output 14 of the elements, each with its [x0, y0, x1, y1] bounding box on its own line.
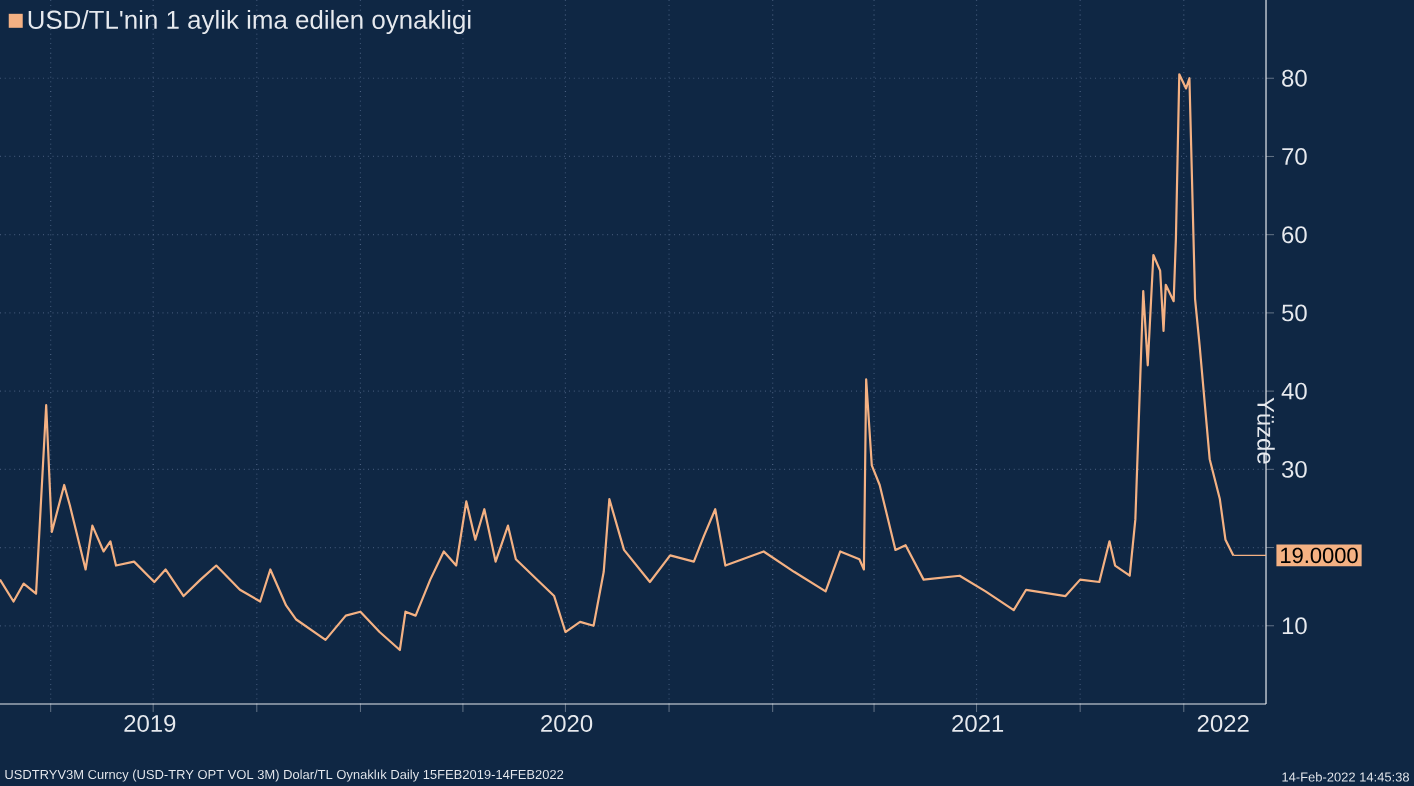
- y-tick-label: 10: [1282, 617, 1307, 635]
- y-tick-label: 70: [1282, 148, 1307, 165]
- x-tick-label: 2022: [1197, 715, 1249, 732]
- y-tick-label: 40: [1281, 382, 1307, 400]
- y-tick-label: 50: [1282, 304, 1307, 322]
- y-tick-label: 60: [1282, 226, 1307, 244]
- y-axis-title: Yüzde: [1257, 397, 1275, 464]
- y-tick-label: 30: [1281, 460, 1307, 478]
- legend-label: USD/TL'nin 1 aylik ima edilen oynakligi: [28, 9, 471, 35]
- x-tick-label: 2021: [952, 715, 1004, 732]
- x-tick-label: 2020: [541, 715, 593, 732]
- annotation: 19.0000: [1281, 547, 1358, 564]
- x-tick-label: 2019: [124, 715, 176, 732]
- y-tick-label: 80: [1282, 69, 1307, 87]
